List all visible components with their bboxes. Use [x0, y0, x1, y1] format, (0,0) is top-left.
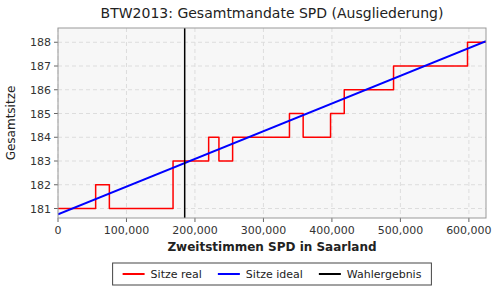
vertical-line	[184, 28, 186, 218]
tick-label-x: 300,000	[241, 224, 287, 237]
tick-x	[468, 218, 469, 222]
grid-line-y	[58, 89, 486, 90]
grid-line-x	[194, 28, 195, 218]
plot-background	[58, 28, 486, 218]
tick-label-y: 183	[30, 155, 51, 168]
legend-box	[113, 263, 432, 285]
tick-x	[400, 218, 401, 222]
grid-line-y	[58, 42, 486, 43]
legend-item: Sitze ideal	[218, 268, 303, 281]
tick-y	[54, 66, 58, 67]
tick-x	[126, 218, 127, 222]
tick-y	[54, 137, 58, 138]
legend: Sitze real Sitze ideal Wahlergebnis	[113, 263, 432, 285]
tick-label-x: 100,000	[104, 224, 150, 237]
legend-item: Wahlergebnis	[319, 268, 422, 281]
grid-line-y	[58, 113, 486, 114]
tick-x	[194, 218, 195, 222]
tick-label-y: 182	[30, 179, 51, 192]
tick-label-x: 0	[55, 224, 62, 237]
tick-y	[54, 161, 58, 162]
tick-label-x: 500,000	[378, 224, 424, 237]
tick-x	[263, 218, 264, 222]
tick-label-y: 184	[30, 131, 51, 144]
grid-line-y	[58, 184, 486, 185]
tick-label-y: 187	[30, 60, 51, 73]
tick-label-y: 188	[30, 36, 51, 49]
chart-container: 0 100,000 200,000 300,000 400,000 500,000 600,…	[0, 0, 500, 300]
legend-label: Sitze ideal	[246, 268, 303, 281]
series-line	[58, 41, 486, 214]
plot-frame	[58, 28, 486, 218]
tick-y	[54, 208, 58, 209]
legend-swatch	[319, 273, 341, 275]
grid-line-x	[331, 28, 332, 218]
legend-swatch	[123, 273, 145, 275]
tick-y	[54, 89, 58, 90]
tick-y	[54, 42, 58, 43]
grid	[58, 28, 486, 218]
tick-label-y: 181	[30, 203, 51, 216]
tick-y	[54, 113, 58, 114]
legend-label: Wahlergebnis	[347, 268, 422, 281]
title: BTW2013: Gesamtmandate SPD (Ausgliederun…	[101, 5, 444, 21]
legend-item: Sitze real	[123, 268, 202, 281]
chart: 0 100,000 200,000 300,000 400,000 500,000 600,…	[0, 0, 500, 300]
tick-x	[58, 218, 59, 222]
grid-line-y	[58, 161, 486, 162]
tick-label-x: 600,000	[446, 224, 492, 237]
tick-label-y: 185	[30, 108, 51, 121]
data-layer	[58, 28, 486, 218]
tick-label-x: 400,000	[309, 224, 355, 237]
y-axis-label: Gesamtsitze	[4, 86, 18, 161]
grid-line-x	[263, 28, 264, 218]
grid-line-x	[126, 28, 127, 218]
grid-line-x	[468, 28, 469, 218]
tick-y	[54, 184, 58, 185]
x-axis-label: Zweitstimmen SPD in Saarland	[167, 240, 376, 254]
legend-label: Sitze real	[151, 268, 202, 281]
tick-label-y: 186	[30, 84, 51, 97]
tick-x	[331, 218, 332, 222]
legend-swatch	[218, 273, 240, 275]
grid-line-x	[400, 28, 401, 218]
tick-label-x: 200,000	[172, 224, 218, 237]
